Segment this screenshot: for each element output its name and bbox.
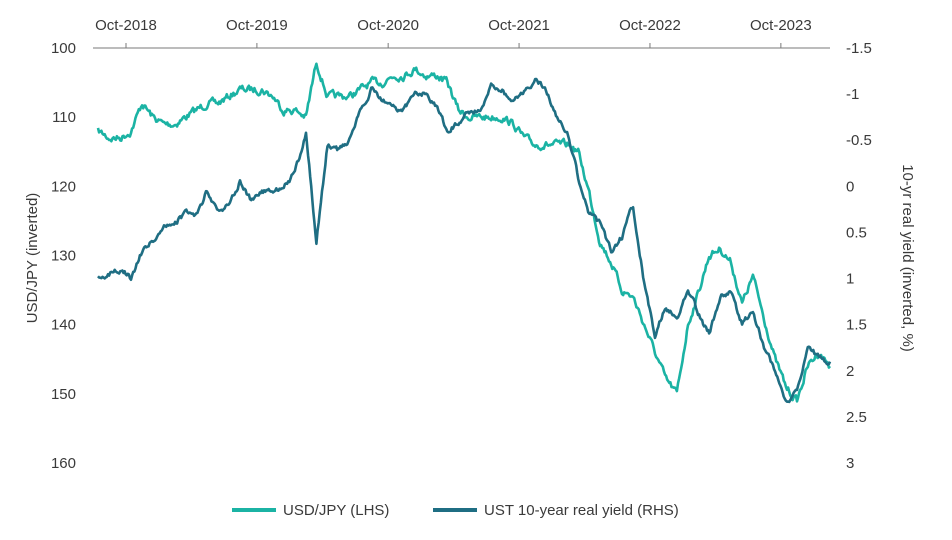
series-layer (96, 62, 832, 404)
x-tick-label: Oct-2020 (357, 17, 419, 34)
legend-label-real-yield: UST 10-year real yield (RHS) (484, 502, 679, 519)
x-tick-label: Oct-2018 (95, 17, 157, 34)
real-yield-series-line (97, 77, 832, 404)
right-y-tick-label: -1.5 (846, 40, 872, 57)
right-y-tick-label: 1.5 (846, 317, 867, 334)
x-tick-label: Oct-2021 (488, 17, 550, 34)
right-y-axis-label: 10-yr real yield (inverted, %) (899, 164, 916, 352)
right-y-tick-label: 2 (846, 363, 854, 380)
right-y-tick-label: 1 (846, 271, 854, 288)
right-y-tick-label: -1 (846, 86, 859, 103)
right-y-tick-label: 0 (846, 178, 854, 195)
right-y-axis: -1.5 -1 -0.5 0 0.5 1 1.5 2 2.5 3 (846, 40, 872, 472)
x-axis: Oct-2018 Oct-2019 Oct-2020 Oct-2021 Oct-2022… (93, 17, 830, 49)
right-y-tick-label: 3 (846, 455, 854, 472)
right-y-tick-label: -0.5 (846, 132, 872, 149)
x-tick-label: Oct-2023 (750, 17, 812, 34)
x-tick-label: Oct-2019 (226, 17, 288, 34)
left-y-tick-label: 140 (51, 317, 76, 334)
left-y-tick-label: 120 (51, 178, 76, 195)
right-y-tick-label: 2.5 (846, 409, 867, 426)
legend-label-usdjpy: USD/JPY (LHS) (283, 502, 389, 519)
left-y-axis-label: USD/JPY (inverted) (24, 193, 41, 324)
left-y-tick-label: 130 (51, 248, 76, 265)
right-y-tick-label: 0.5 (846, 224, 867, 241)
legend: USD/JPY (LHS) UST 10-year real yield (RH… (232, 502, 679, 519)
x-tick-label: Oct-2022 (619, 17, 681, 34)
left-y-tick-label: 150 (51, 386, 76, 403)
left-y-tick-label: 100 (51, 40, 76, 57)
left-y-tick-label: 110 (52, 109, 76, 126)
left-y-axis: 100 110 120 130 140 150 160 (51, 40, 76, 472)
left-y-tick-label: 160 (51, 455, 76, 472)
